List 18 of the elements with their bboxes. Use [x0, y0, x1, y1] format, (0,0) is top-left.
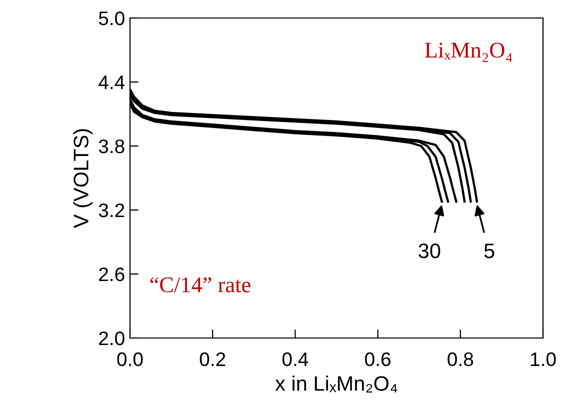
y-tick-label: 3.8 [98, 139, 124, 154]
x-axis-title: x in LiₓMn₂O₄ [275, 376, 398, 392]
x-tick-label: 0.2 [200, 352, 226, 366]
y-axis-title: V (VOLTS) [73, 129, 93, 228]
y-tick-label: 5.0 [98, 11, 124, 26]
y-tick-label: 3.2 [98, 203, 124, 218]
y-tick-label: 2.6 [99, 267, 124, 282]
x-tick-label: 0.4 [282, 352, 308, 366]
x-tick-label: 0.6 [365, 352, 390, 366]
x-tick-label: 1.0 [530, 352, 556, 366]
annotation: “C/14” rate [150, 277, 250, 292]
x-tick-label: 0.8 [448, 352, 474, 366]
annotation: 30 [418, 244, 440, 258]
y-tick-label: 2.0 [99, 331, 124, 346]
annotation: 5 [484, 244, 494, 258]
x-tick-label: 0.0 [117, 352, 143, 366]
annotation: LiₓMn₂O₄ [424, 42, 512, 62]
y-tick-label: 4.4 [98, 76, 125, 90]
